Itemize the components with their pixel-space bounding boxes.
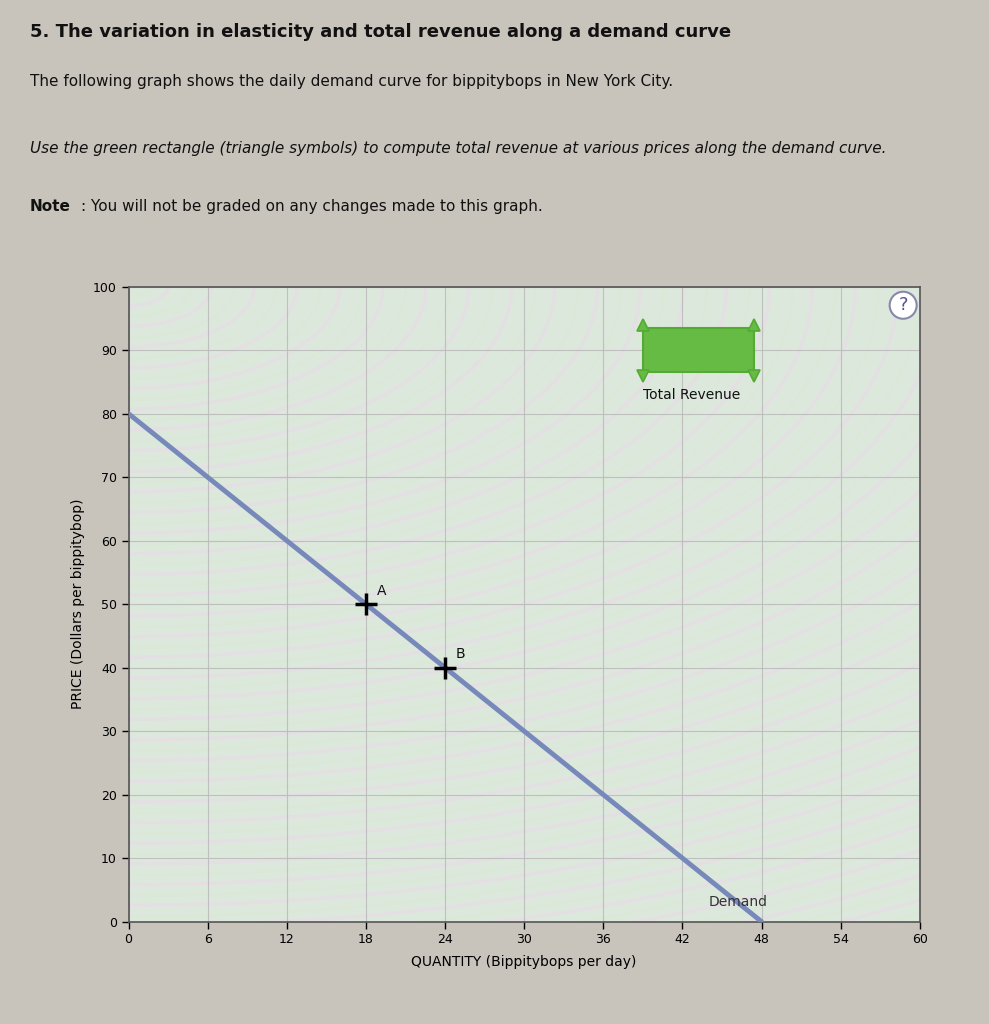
Text: B: B: [456, 647, 465, 662]
X-axis label: QUANTITY (Bippitybops per day): QUANTITY (Bippitybops per day): [411, 954, 637, 969]
FancyBboxPatch shape: [643, 328, 754, 373]
Text: The following graph shows the daily demand curve for bippitybops in New York Cit: The following graph shows the daily dema…: [30, 74, 673, 89]
Y-axis label: PRICE (Dollars per bippitybop): PRICE (Dollars per bippitybop): [70, 499, 84, 710]
Text: ?: ?: [898, 296, 908, 314]
Text: : You will not be graded on any changes made to this graph.: : You will not be graded on any changes …: [81, 199, 543, 214]
Text: Use the green rectangle (triangle symbols) to compute total revenue at various p: Use the green rectangle (triangle symbol…: [30, 141, 886, 157]
Text: Note: Note: [30, 199, 70, 214]
Text: A: A: [377, 584, 386, 598]
Text: 5. The variation in elasticity and total revenue along a demand curve: 5. The variation in elasticity and total…: [30, 23, 731, 41]
Text: Total Revenue: Total Revenue: [643, 388, 740, 402]
Text: Demand: Demand: [709, 895, 767, 909]
